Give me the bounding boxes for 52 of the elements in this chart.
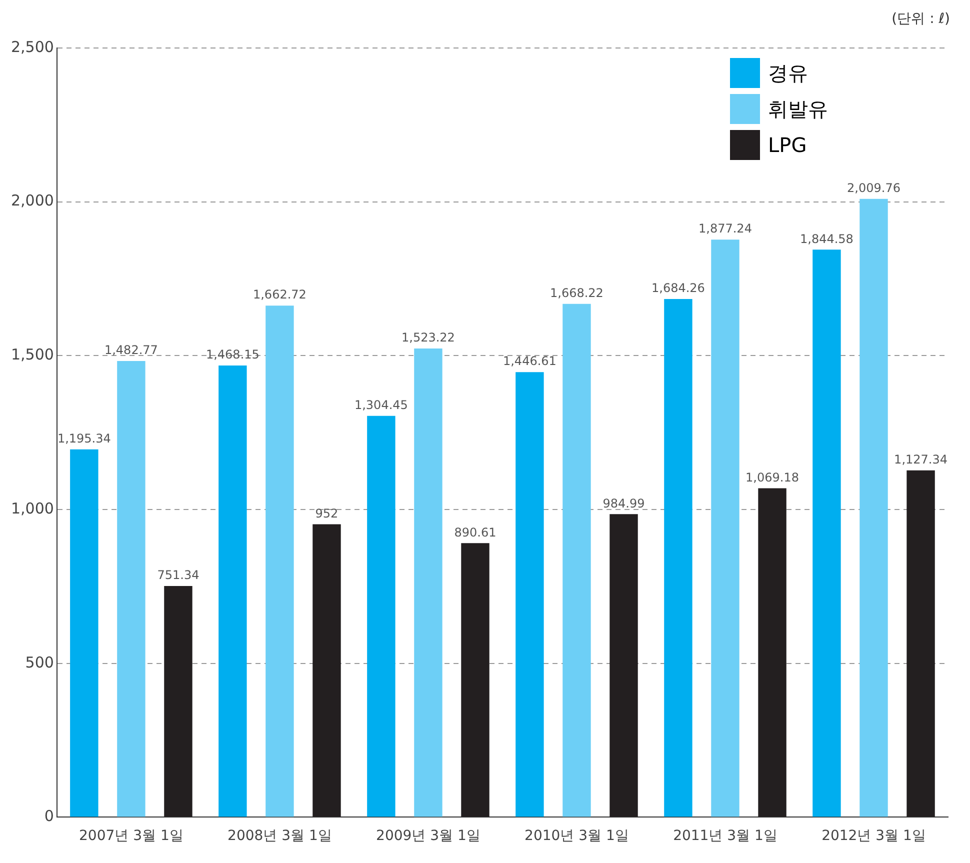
bar <box>812 250 841 817</box>
bar <box>218 365 247 817</box>
y-tick-label: 1,500 <box>10 346 54 364</box>
bar <box>117 360 146 817</box>
data-label: 1,195.34 <box>57 432 111 446</box>
bar <box>70 449 98 817</box>
y-tick-label: 500 <box>25 653 54 672</box>
data-label: 1,069.18 <box>746 470 799 484</box>
bar <box>164 586 192 817</box>
x-tick-label: 2011년 3월 1일 <box>673 828 778 844</box>
bar <box>711 240 740 817</box>
bar <box>461 543 490 817</box>
data-label: 952 <box>315 506 338 520</box>
bar <box>610 514 638 817</box>
data-label: 2,009.76 <box>847 180 900 195</box>
x-tick-label: 2009년 3월 1일 <box>376 828 480 844</box>
bar <box>414 348 442 817</box>
bar <box>562 304 591 817</box>
x-tick-label: 2007년 3월 1일 <box>79 828 184 844</box>
bar <box>312 524 341 817</box>
bar <box>664 298 692 817</box>
bar <box>758 488 786 817</box>
x-tick-label: 2012년 3월 1일 <box>822 828 926 844</box>
y-tick-label: 0 <box>44 807 54 826</box>
data-label: 1,482.77 <box>104 343 158 358</box>
data-label: 1,668.22 <box>550 286 604 300</box>
bar <box>367 416 396 817</box>
data-label: 890.61 <box>454 525 496 540</box>
legend-label: LPG <box>768 133 807 157</box>
data-label: 1,468.15 <box>206 348 260 362</box>
data-label: 1,844.58 <box>800 232 854 246</box>
data-label: 1,446.61 <box>502 354 556 368</box>
x-tick-label: 2008년 3월 1일 <box>228 828 332 844</box>
bar <box>860 198 888 817</box>
data-label: 1,684.26 <box>651 281 705 296</box>
x-tick-label: 2010년 3월 1일 <box>524 828 629 844</box>
y-tick-label: 2,500 <box>10 38 54 56</box>
bar <box>516 372 544 817</box>
legend-label: 휘발유 <box>768 96 828 122</box>
text: (단위 : ℓ) <box>892 10 950 28</box>
bar <box>266 306 294 817</box>
y-tick-label: 2,000 <box>10 192 54 210</box>
y-tick-label: 1,000 <box>10 499 54 518</box>
bar <box>906 470 935 817</box>
legend-label: 경유 <box>768 60 808 86</box>
data-label: 1,662.72 <box>252 288 306 302</box>
data-label: 1,877.24 <box>698 222 752 236</box>
data-label: 1,523.22 <box>401 330 455 345</box>
data-label: 1,127.34 <box>894 452 948 466</box>
data-label: 751.34 <box>157 568 200 582</box>
data-label: 1,304.45 <box>354 398 408 412</box>
data-label: 984.99 <box>602 496 645 510</box>
